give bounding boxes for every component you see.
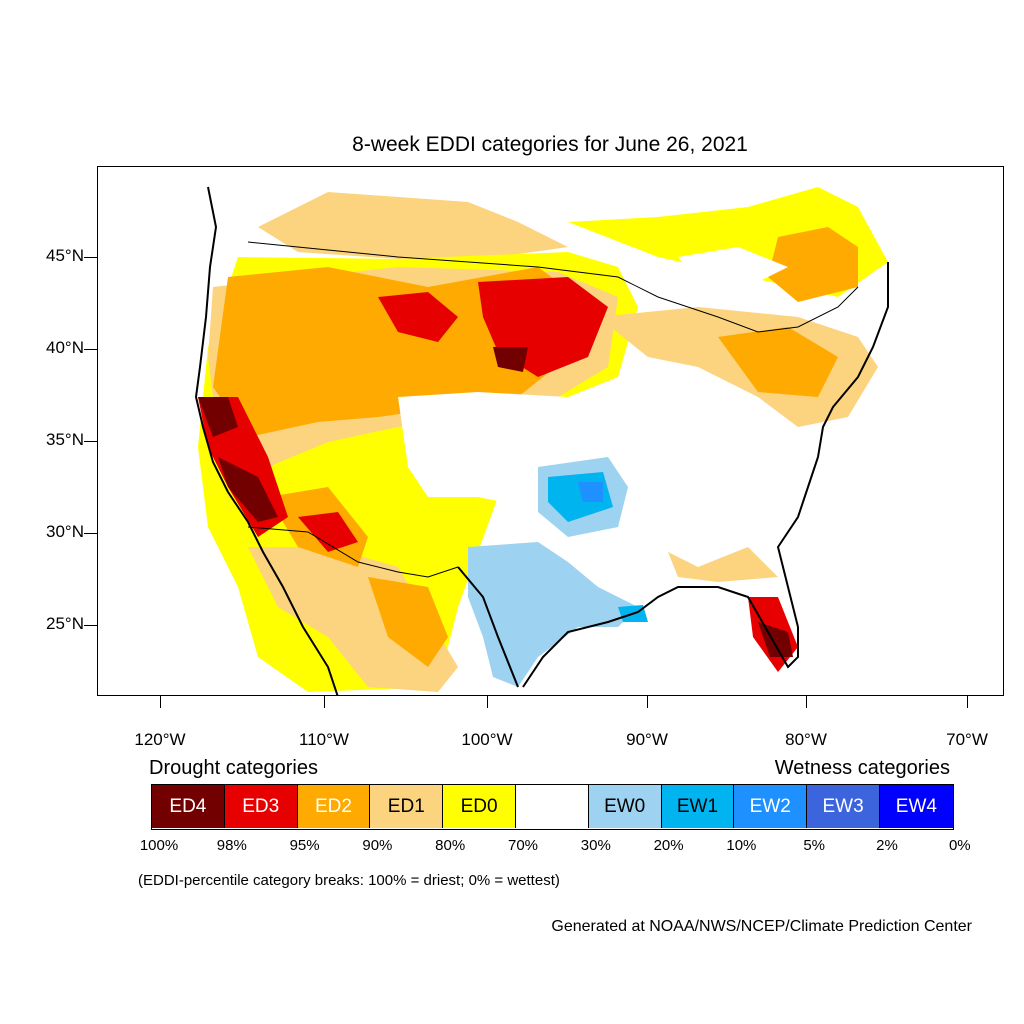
lat-tick <box>84 349 97 350</box>
lat-tick <box>84 625 97 626</box>
lon-label-110: 110°W <box>299 730 349 749</box>
lon-tick <box>806 696 807 708</box>
percent-break-label: 70% <box>507 837 539 854</box>
credit-line: Generated at NOAA/NWS/NCEP/Climate Predi… <box>551 918 972 935</box>
region-ed4-california-north <box>198 397 238 437</box>
region-ed4-california-south <box>218 457 278 522</box>
region-ed2-great-lakes <box>718 327 838 397</box>
legend-bar: ED4 ED3 ED2 ED1 ED0 EW0 EW1 EW2 EW3 EW4 <box>151 784 954 830</box>
percent-break-label: 0% <box>948 837 971 854</box>
legend-box-ew2: EW2 <box>734 785 808 828</box>
lat-tick <box>84 257 97 258</box>
coastline-west <box>194 186 339 695</box>
region-quebec-white <box>678 247 788 287</box>
legend-box-ed3: ED3 <box>224 785 298 828</box>
wetness-heading: Wetness categories <box>774 757 950 779</box>
region-ed2-mexico <box>368 577 448 667</box>
lat-label-35: 35°N <box>46 430 84 449</box>
region-ed4-dakota <box>493 347 528 372</box>
coastline-gulf <box>457 566 799 688</box>
lon-tick <box>647 696 648 708</box>
percent-break-label: 20% <box>653 837 684 854</box>
legend-box-normal <box>515 785 589 828</box>
map-title: 8-week EDDI categories for June 26, 2021 <box>352 133 748 156</box>
legend-box-ew1: EW1 <box>661 785 735 828</box>
category-note: (EDDI-percentile category breaks: 100% =… <box>138 872 560 889</box>
legend-box-ew4: EW4 <box>879 785 953 828</box>
percent-break-label: 5% <box>803 837 826 854</box>
lon-tick <box>324 696 325 708</box>
legend-box-ed2: ED2 <box>297 785 371 828</box>
lon-label-90: 90°W <box>626 730 668 749</box>
lon-tick <box>967 696 968 708</box>
lon-label-80: 80°W <box>785 730 827 749</box>
eddi-map <box>194 186 889 695</box>
percent-break-label: 30% <box>580 837 611 854</box>
percent-break-label: 80% <box>435 837 466 854</box>
region-ed3-montana <box>378 292 458 342</box>
lon-tick <box>160 696 161 708</box>
border-mexico <box>247 526 459 578</box>
lon-label-100: 100°W <box>461 730 513 749</box>
map-frame <box>97 166 1004 696</box>
lat-label-25: 25°N <box>46 614 84 633</box>
legend-box-ed4: ED4 <box>152 785 225 828</box>
legend-box-ew0: EW0 <box>588 785 662 828</box>
region-ed1-northeast <box>598 307 878 427</box>
lat-label-45: 45°N <box>46 246 84 265</box>
lat-tick <box>84 441 97 442</box>
legend-box-ew3: EW3 <box>807 785 880 828</box>
lat-label-30: 30°N <box>46 522 84 541</box>
region-ew2-arkansas <box>578 482 603 502</box>
legend-box-ed1: ED1 <box>370 785 444 828</box>
region-canada-ed2-east <box>768 227 858 302</box>
percent-break-label: 10% <box>726 837 757 854</box>
percent-break-label: 2% <box>876 837 898 854</box>
drought-heading: Drought categories <box>149 757 318 779</box>
percent-break-label: 100% <box>139 837 179 854</box>
region-canada-ed1 <box>258 192 568 259</box>
lat-label-40: 40°N <box>46 338 84 357</box>
percent-break-label: 90% <box>362 837 393 854</box>
lon-label-120: 120°W <box>134 730 186 749</box>
region-ew0-texas <box>468 542 638 687</box>
percent-break-label: 95% <box>289 837 320 854</box>
lon-label-70: 70°W <box>946 730 988 749</box>
border-canada <box>247 241 859 333</box>
lon-tick <box>487 696 488 708</box>
coastline-east <box>776 262 889 628</box>
region-ed3-arizona <box>298 512 358 552</box>
legend-box-ed0: ED0 <box>443 785 516 828</box>
lat-tick <box>84 533 97 534</box>
percent-break-label: 98% <box>216 837 247 854</box>
